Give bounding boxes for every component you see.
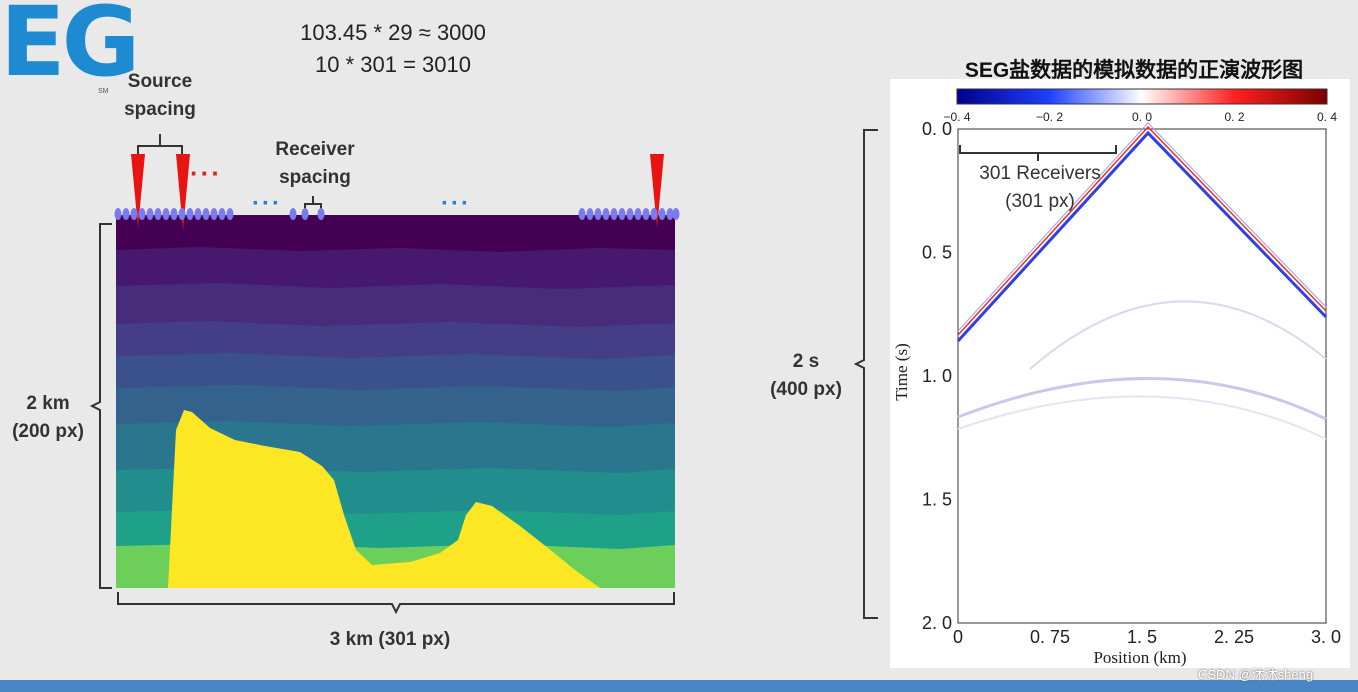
colorbar-tick-label: −0. 2 xyxy=(1036,110,1063,124)
receivers-line-1: 301 Receivers xyxy=(979,163,1101,184)
x-axis-label: Position (km) xyxy=(1093,648,1187,667)
layer-4 xyxy=(116,321,675,360)
width-label: 3 km (301 px) xyxy=(329,629,451,650)
source-bracket xyxy=(137,134,183,156)
reflection-1 xyxy=(1029,300,1327,370)
direct-wave-halo xyxy=(957,122,1327,332)
receiver-spacing-label: Receiver spacing xyxy=(255,136,375,192)
chart-title: SEG盐数据的模拟数据的正演波形图 xyxy=(964,59,1304,82)
salt-body xyxy=(168,410,600,588)
time-line-2: (400 px) xyxy=(770,379,842,400)
source-marker-1 xyxy=(131,154,145,228)
receiver-spacing-line-2: spacing xyxy=(279,167,351,188)
x-axis-ticks: 0 0. 75 1. 5 2. 25 3. 0 xyxy=(953,627,1341,647)
receivers-bracket xyxy=(959,145,1117,161)
reflection-3 xyxy=(957,395,1327,440)
depth-label: 2 km (200 px) xyxy=(0,390,96,446)
receiver-markers xyxy=(114,208,680,220)
source-spacing-label: Source spacing xyxy=(110,68,210,124)
receivers-annotation: 301 Receivers (301 px) xyxy=(940,160,1140,216)
x-tick-label: 2. 25 xyxy=(1214,627,1254,647)
velocity-model-diagram xyxy=(89,134,680,615)
x-tick-label: 1. 5 xyxy=(1127,627,1157,647)
time-annotation: 2 s (400 px) xyxy=(756,348,856,404)
seg-logo: EG xyxy=(0,0,140,98)
colorbar-ticks: −0. 4 −0. 2 0. 0 0. 2 0. 4 xyxy=(943,110,1337,124)
seismogram-chart: −0. 4 −0. 2 0. 0 0. 2 0. 4 0 0. 75 1. 5 2. 25 3.… xyxy=(922,88,1341,647)
time-bracket xyxy=(853,129,878,619)
receiver-bracket xyxy=(304,196,322,212)
receiver-ellipsis-1: ··· xyxy=(252,190,282,217)
x-tick-label: 0 xyxy=(953,627,963,647)
y-axis-ticks: 0. 0 0. 5 1. 0 1. 5 2. 0 xyxy=(922,119,952,633)
direct-wave xyxy=(956,130,1328,343)
y-tick-label: 2. 0 xyxy=(922,613,952,633)
source-spacing-line-1: Source xyxy=(127,71,193,92)
depth-bracket xyxy=(89,223,112,589)
colorbar-tick-label: 0. 2 xyxy=(1224,110,1244,124)
direct-wave-red xyxy=(957,125,1327,336)
layer-5 xyxy=(116,353,675,392)
y-tick-label: 0. 0 xyxy=(922,119,952,139)
width-bracket xyxy=(117,592,675,615)
colorbar xyxy=(956,88,1328,105)
source-ellipsis: ··· xyxy=(190,158,222,188)
taskbar xyxy=(0,680,1358,692)
x-tick-label: 3. 0 xyxy=(1311,627,1341,647)
layer-6 xyxy=(116,385,675,428)
receiver-spacing-line-1: Receiver xyxy=(275,139,355,160)
colorbar-tick-label: 0. 4 xyxy=(1317,110,1337,124)
plot-area xyxy=(957,128,1327,624)
source-marker-2 xyxy=(176,154,190,230)
watermark: CSDN @沐沐sheng xyxy=(1198,667,1314,682)
layer-2 xyxy=(116,247,675,290)
y-tick-label: 0. 5 xyxy=(922,243,952,263)
layer-1 xyxy=(116,215,675,253)
colorbar-tick-label: 0. 0 xyxy=(1132,110,1152,124)
source-marker-3 xyxy=(650,154,664,228)
depth-line-2: (200 px) xyxy=(12,421,84,442)
depth-line-1: 2 km xyxy=(26,393,70,414)
source-spacing-line-2: spacing xyxy=(124,99,196,120)
layer-3 xyxy=(116,283,675,328)
wavefront-curves xyxy=(956,122,1328,440)
formula-line-2: 10 * 301 = 3010 xyxy=(315,52,471,77)
formula-line-1: 103.45 * 29 ≈ 3000 xyxy=(300,20,486,45)
colorbar-tick-label: −0. 4 xyxy=(943,110,970,124)
y-tick-label: 1. 0 xyxy=(922,366,952,386)
y-axis-label: Time (s) xyxy=(892,343,911,401)
logo-trademark: SM xyxy=(98,88,109,95)
time-line-1: 2 s xyxy=(792,351,820,372)
receivers-line-2: (301 px) xyxy=(1005,191,1075,212)
x-tick-label: 0. 75 xyxy=(1030,627,1070,647)
reflection-2 xyxy=(957,377,1327,421)
receiver-ellipsis-2: ··· xyxy=(441,190,471,217)
y-tick-label: 1. 5 xyxy=(922,490,952,510)
